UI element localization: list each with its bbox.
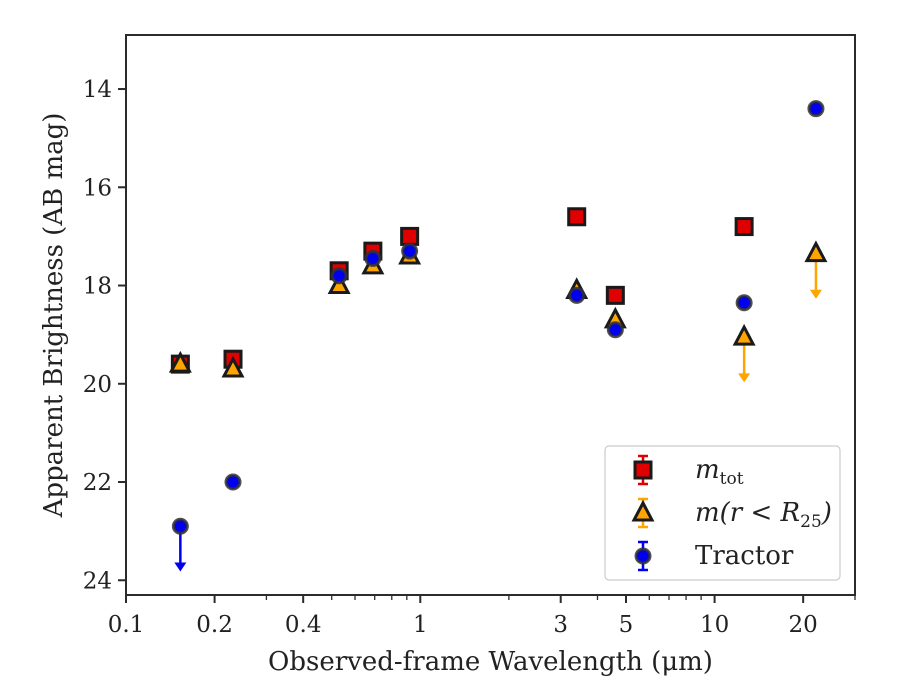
legend-label: Tractor bbox=[695, 541, 794, 571]
circle-marker bbox=[364, 250, 382, 268]
legend-label: mtot bbox=[695, 455, 744, 489]
circle-marker bbox=[330, 267, 348, 285]
circle-marker bbox=[568, 286, 586, 304]
y-tick-label: 20 bbox=[83, 372, 112, 398]
data-markers bbox=[168, 100, 828, 572]
series-triangle bbox=[168, 240, 828, 383]
legend: mtot m(r < R25) Tractor bbox=[604, 445, 841, 581]
y-axis-label: Apparent Brightness (AB mag) bbox=[39, 113, 69, 519]
triangle-marker bbox=[804, 240, 828, 263]
plot-frame bbox=[125, 34, 856, 596]
x-tick-label: 0.4 bbox=[285, 612, 322, 638]
x-tick-label: 0.2 bbox=[196, 612, 233, 638]
upper-limit-arrow-head bbox=[174, 562, 187, 572]
circle-marker bbox=[171, 517, 189, 535]
y-tick-label: 24 bbox=[83, 568, 112, 594]
square-marker bbox=[734, 217, 754, 237]
square-marker bbox=[567, 207, 587, 227]
x-tick-label: 3 bbox=[553, 612, 568, 638]
series-circle bbox=[171, 100, 825, 572]
x-tick-label: 1 bbox=[413, 612, 428, 638]
series-square bbox=[170, 207, 754, 374]
upper-limit-arrow-head bbox=[809, 289, 822, 299]
x-tick-label: 5 bbox=[619, 612, 634, 638]
y-tick-label: 16 bbox=[83, 175, 112, 201]
x-tick-label: 20 bbox=[789, 612, 818, 638]
legend-circle-marker bbox=[634, 547, 652, 565]
y-axis-ticks: 14 16 18 20 22 24 bbox=[83, 77, 126, 594]
triangle-marker bbox=[732, 323, 756, 346]
square-marker bbox=[400, 226, 420, 246]
triangle-marker bbox=[168, 350, 192, 373]
legend-box bbox=[604, 445, 841, 581]
circle-marker bbox=[401, 242, 419, 260]
circle-marker bbox=[606, 321, 624, 339]
square-marker bbox=[605, 285, 625, 305]
y-tick-label: 22 bbox=[83, 470, 112, 496]
x-tick-label: 0.1 bbox=[108, 612, 145, 638]
upper-limit-arrow-head bbox=[738, 373, 751, 383]
x-axis-ticks: 0.1 0.2 0.4 1 3 5 10 20 bbox=[108, 595, 856, 638]
circle-marker bbox=[224, 473, 242, 491]
circle-marker bbox=[735, 294, 753, 312]
triangle-marker bbox=[221, 355, 245, 378]
y-tick-label: 14 bbox=[83, 77, 112, 103]
legend-square-marker bbox=[633, 460, 653, 480]
x-tick-label: 10 bbox=[700, 612, 729, 638]
y-tick-label: 18 bbox=[83, 274, 112, 300]
legend-triangle-marker bbox=[631, 499, 655, 522]
legend-label: m(r < R25) bbox=[695, 498, 832, 532]
x-axis-label: Observed-frame Wavelength (μm) bbox=[268, 647, 713, 677]
circle-marker bbox=[807, 100, 825, 118]
